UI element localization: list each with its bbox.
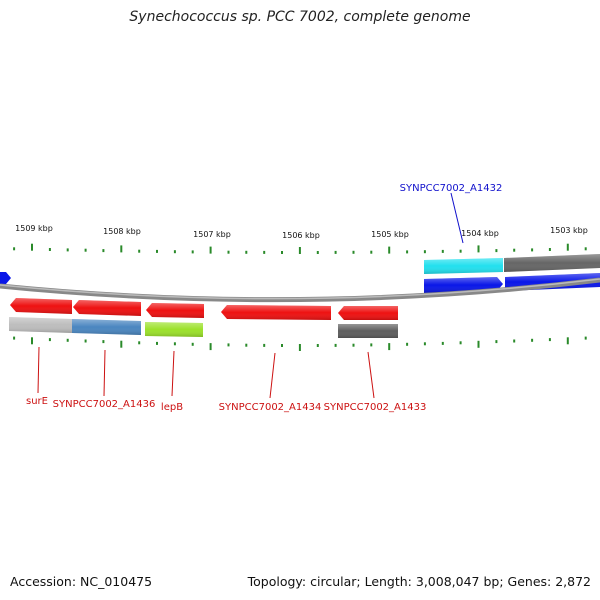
scale-label-1506: 1506 kbp [282, 231, 320, 240]
leader-a1432 [450, 192, 464, 244]
gene-left-edge-blue [0, 272, 11, 284]
scale-label-1509: 1509 kbp [15, 224, 53, 233]
scale-label-1504: 1504 kbp [461, 229, 499, 238]
gene-label-a1433[interactable]: SYNPCC7002_A1433 [324, 402, 427, 413]
leader-a1434 [269, 352, 276, 399]
genome-backbone [0, 277, 600, 303]
leader-sure [37, 346, 40, 394]
leader-a1433 [367, 351, 375, 399]
scale-label-1508: 1508 kbp [103, 227, 141, 236]
map-title: Synechococcus sp. PCC 7002, complete gen… [129, 9, 471, 25]
reverse-features [9, 298, 398, 338]
gene-label-a1432[interactable]: SYNPCC7002_A1432 [400, 183, 503, 194]
accession-text: Accession: NC_010475 [10, 574, 153, 589]
leader-lepb [171, 350, 175, 397]
scale-label-1503: 1503 kbp [550, 226, 588, 235]
gene-label-a1434[interactable]: SYNPCC7002_A1434 [219, 402, 322, 413]
scale-label-1505: 1505 kbp [371, 230, 409, 239]
leader-a1436 [103, 349, 106, 397]
gene-label-lepb[interactable]: lepB [161, 402, 183, 413]
scale-label-1507: 1507 kbp [193, 230, 231, 239]
gene-label-sure[interactable]: surE [26, 396, 48, 407]
topology-text: Topology: circular; Length: 3,008,047 bp… [247, 574, 591, 589]
outer-scale-ticks [13, 243, 587, 254]
gene-label-a1436[interactable]: SYNPCC7002_A1436 [53, 399, 156, 410]
scale-labels: 1509 kbp 1508 kbp 1507 kbp 1506 kbp 1505… [15, 224, 588, 240]
inner-scale-ticks [13, 336, 587, 351]
label-leaders [37, 192, 464, 399]
